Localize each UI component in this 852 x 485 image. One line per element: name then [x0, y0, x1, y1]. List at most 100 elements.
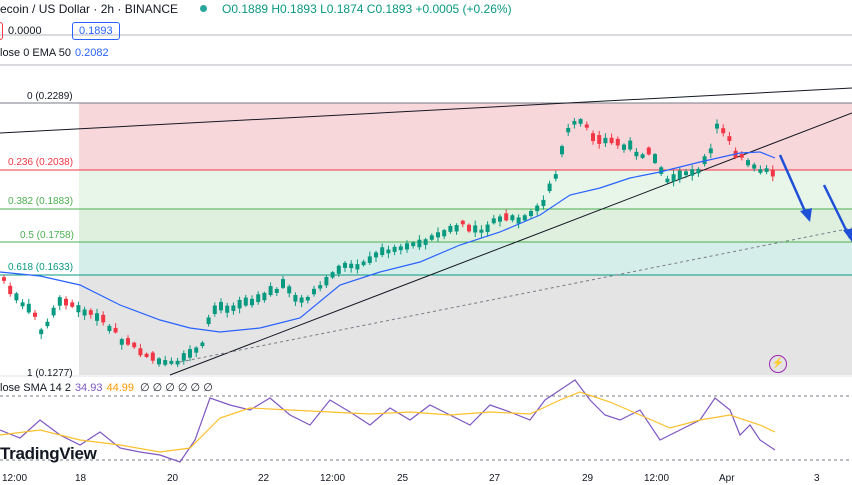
candle-body	[355, 264, 360, 270]
candle-body	[64, 298, 68, 306]
candle-body	[169, 360, 174, 364]
candle-body	[702, 156, 707, 165]
candle-body	[287, 286, 292, 294]
candle-body	[305, 296, 310, 301]
candle-body	[498, 216, 502, 222]
candle-body	[417, 239, 422, 248]
x-label-3: 20	[167, 473, 179, 484]
candle-body	[628, 140, 633, 150]
fib-label-236: 0.236 (0.2038)	[8, 157, 74, 168]
lightning-icon[interactable]: ⚡	[769, 355, 787, 373]
candle-body	[150, 352, 155, 361]
candle-body	[256, 294, 261, 303]
candle-body	[157, 358, 161, 365]
candle-body	[479, 229, 484, 233]
candle-body	[653, 154, 657, 164]
candle-body	[33, 312, 37, 317]
x-label-11: 3	[814, 473, 820, 484]
candle-body	[764, 168, 769, 172]
candle-body	[367, 256, 372, 263]
x-label-4: 22	[258, 473, 270, 484]
sell-button-edge[interactable]	[0, 22, 3, 40]
spread-value: 0.0000	[8, 25, 42, 37]
candle-body	[82, 309, 87, 316]
candle-body	[219, 301, 223, 311]
x-label-5: 12:00	[320, 473, 346, 484]
candle-body	[225, 305, 230, 313]
candle-body	[770, 169, 775, 177]
candle-body	[2, 277, 6, 281]
fib-zone-0	[79, 103, 852, 170]
candle-body	[405, 243, 409, 250]
candle-body	[212, 305, 217, 314]
candle-body	[622, 144, 626, 150]
candle-body	[640, 154, 645, 158]
x-label-7: 27	[489, 473, 501, 484]
candle-body	[671, 174, 676, 182]
candle-body	[473, 225, 478, 233]
candle-body	[708, 148, 713, 154]
trendline-dashed	[179, 227, 852, 363]
candle-body	[386, 249, 391, 254]
candle-body	[758, 169, 763, 173]
candle-body	[752, 164, 757, 169]
candle-body	[70, 302, 75, 307]
candle-body	[26, 303, 31, 313]
candle-body	[237, 299, 242, 309]
x-label-6: 25	[397, 473, 409, 484]
candle-body	[535, 205, 540, 212]
candle-body	[126, 338, 130, 345]
candle-body	[436, 232, 440, 238]
candle-body	[250, 298, 254, 306]
candle-body	[194, 347, 199, 353]
candle-body	[659, 167, 664, 174]
candle-body	[615, 138, 620, 146]
candle-body	[491, 218, 496, 224]
candle-body	[442, 230, 447, 237]
candle-body	[330, 272, 335, 278]
candle-body	[181, 353, 186, 361]
candle-body	[206, 317, 211, 325]
candle-body	[101, 314, 106, 323]
rsi-extras: ∅ ∅ ∅ ∅ ∅ ∅	[140, 382, 213, 394]
ema-legend[interactable]: lose 0 EMA 50 0.2082	[0, 47, 109, 59]
candle-body	[8, 285, 13, 295]
candle-body	[119, 339, 124, 345]
candle-body	[312, 288, 316, 295]
candlestick-series	[2, 118, 775, 368]
candle-body	[262, 292, 267, 301]
candle-body	[504, 213, 509, 221]
candle-body	[20, 302, 25, 307]
candle-body	[57, 297, 62, 306]
candle-body	[423, 239, 428, 245]
rsi-label: lose SMA 14 2	[0, 382, 71, 394]
candle-body	[324, 276, 329, 286]
fib-label-1: 1 (0.1277)	[27, 368, 73, 379]
candle-body	[380, 247, 385, 256]
candle-body	[665, 178, 670, 183]
fib-zone-236	[79, 170, 852, 209]
rsi-sma-line	[0, 391, 776, 453]
candle-body	[510, 215, 515, 221]
candle-body	[274, 288, 279, 293]
candle-body	[299, 297, 304, 303]
buy-price-button[interactable]: 0.1893	[72, 22, 120, 40]
symbol-title[interactable]: ecoin / US Dollar · 2h · BINANCE	[0, 2, 179, 16]
fib-label-382: 0.382 (0.1883)	[8, 196, 74, 207]
candle-body	[727, 136, 732, 141]
candle-body	[14, 293, 19, 301]
candle-body	[553, 174, 558, 179]
candle-body	[39, 329, 44, 335]
candle-body	[51, 307, 56, 316]
candle-body	[398, 246, 403, 251]
x-label-10: Apr	[719, 473, 735, 484]
chart-header: ecoin / US Dollar · 2h · BINANCE O0.1889…	[0, 0, 852, 18]
candle-body	[460, 220, 465, 225]
candle-body	[448, 225, 453, 232]
candle-body	[88, 310, 93, 315]
candle-body	[584, 124, 589, 128]
rsi-legend[interactable]: lose SMA 14 2 34.93 44.99 ∅ ∅ ∅ ∅ ∅ ∅	[0, 381, 213, 394]
candle-body	[591, 133, 595, 141]
x-label-1: 12:00	[2, 473, 28, 484]
